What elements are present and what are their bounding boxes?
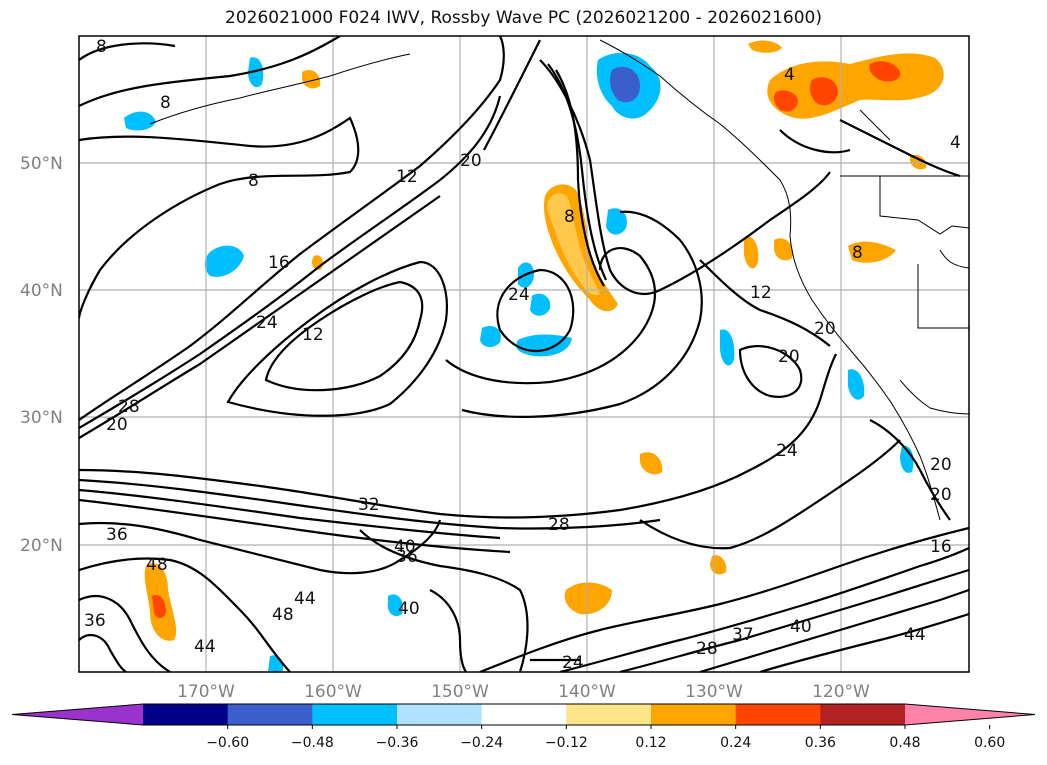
contour-label: 40 [398, 599, 420, 619]
contour-label: 48 [272, 605, 294, 625]
colorbar-tick-label: −0.48 [291, 735, 334, 751]
lon-label: 130°W [685, 682, 743, 702]
colorbar-bin [312, 704, 398, 725]
colorbar-extend-low [12, 704, 143, 725]
colorbar-bin [227, 704, 313, 725]
coastlines [149, 39, 969, 521]
contour-labels: 8 8 8 4 4 12 20 16 24 12 24 8 12 20 20 8… [84, 37, 961, 673]
lon-label: 150°W [431, 682, 489, 702]
contour-label: 20 [930, 455, 952, 475]
contour-label: 36 [106, 525, 128, 545]
colorbar-bin [735, 704, 821, 725]
contour-label: 8 [96, 37, 107, 57]
contour-label: 24 [776, 441, 798, 461]
contour-label: 16 [930, 537, 952, 557]
colorbar-tick-label: 0.24 [720, 735, 751, 751]
contour-label: 44 [194, 637, 216, 657]
colorbar-extend-high [905, 704, 1035, 725]
contour-label: 20 [778, 347, 800, 367]
contour-label: 8 [564, 207, 575, 227]
contour-label: 37 [732, 625, 754, 645]
contour-label: 36 [396, 547, 418, 567]
colorbar-outline [11, 703, 1036, 726]
latitude-labels: 50°N 40°N 30°N 20°N [20, 154, 63, 556]
colorbar-tick-label: −0.24 [460, 735, 503, 751]
lat-label: 40°N [20, 281, 63, 301]
lon-label: 170°W [177, 682, 235, 702]
contour-label: 20 [106, 415, 128, 435]
contour-label: 36 [84, 611, 106, 631]
colorbar-bin [651, 704, 737, 725]
contour-label: 44 [904, 625, 926, 645]
plot-frame [78, 35, 970, 673]
lon-label: 140°W [558, 682, 616, 702]
contour-label: 20 [460, 151, 482, 171]
contour-label: 8 [852, 243, 863, 263]
map-title: 2026021000 F024 IWV, Rossby Wave PC (202… [225, 8, 822, 28]
contour-label: 20 [814, 319, 836, 339]
lat-label: 20°N [20, 536, 63, 556]
contour-label: 40 [790, 617, 812, 637]
lat-label: 50°N [20, 154, 63, 174]
colorbar-tick-label: 0.12 [635, 735, 666, 751]
colorbar: −0.60 −0.48 −0.36 −0.24 −0.12 0.12 0.24 0.36 0.4… [11, 703, 1036, 751]
contour-label: 28 [548, 515, 570, 535]
contour-label: 24 [508, 285, 530, 305]
anomaly-shading [124, 40, 944, 672]
colorbar-tick-label: 0.48 [889, 735, 920, 751]
iwv-contours [79, 36, 969, 672]
colorbar-bin [397, 704, 483, 725]
contour-label: 28 [118, 397, 140, 417]
contour-label: 44 [294, 589, 316, 609]
colorbar-bin [481, 704, 567, 725]
contour-label: 28 [696, 639, 718, 659]
colorbar-tick-label: −0.60 [206, 735, 249, 751]
contour-label: 24 [562, 653, 584, 673]
colorbar-bin [820, 704, 906, 725]
contour-label: 40 [394, 537, 416, 557]
plot-area [79, 36, 969, 672]
contour-label: 12 [396, 167, 418, 187]
graticule [79, 36, 969, 672]
colorbar-tick-label: 0.60 [974, 735, 1005, 751]
colorbar-tick-label: −0.12 [545, 735, 588, 751]
contour-label: 24 [256, 313, 278, 333]
contour-label: 8 [248, 171, 259, 191]
contour-label: 20 [930, 485, 952, 505]
colorbar-bin [566, 704, 652, 725]
contour-label: 48 [146, 555, 168, 575]
lat-label: 30°N [20, 408, 63, 428]
lon-label: 120°W [812, 682, 870, 702]
colorbar-bin [143, 704, 229, 725]
contour-label: 12 [302, 325, 324, 345]
contour-label: 12 [750, 283, 772, 303]
lon-label: 160°W [304, 682, 362, 702]
contour-label: 4 [950, 133, 961, 153]
contour-label: 16 [268, 253, 290, 273]
contour-label: 4 [784, 65, 795, 85]
contour-label: 8 [160, 93, 171, 113]
colorbar-tick-label: −0.36 [376, 735, 419, 751]
colorbar-tick-label: 0.36 [805, 735, 836, 751]
contour-label: 32 [358, 495, 380, 515]
longitude-labels: 170°W 160°W 150°W 140°W 130°W 120°W [177, 682, 870, 702]
